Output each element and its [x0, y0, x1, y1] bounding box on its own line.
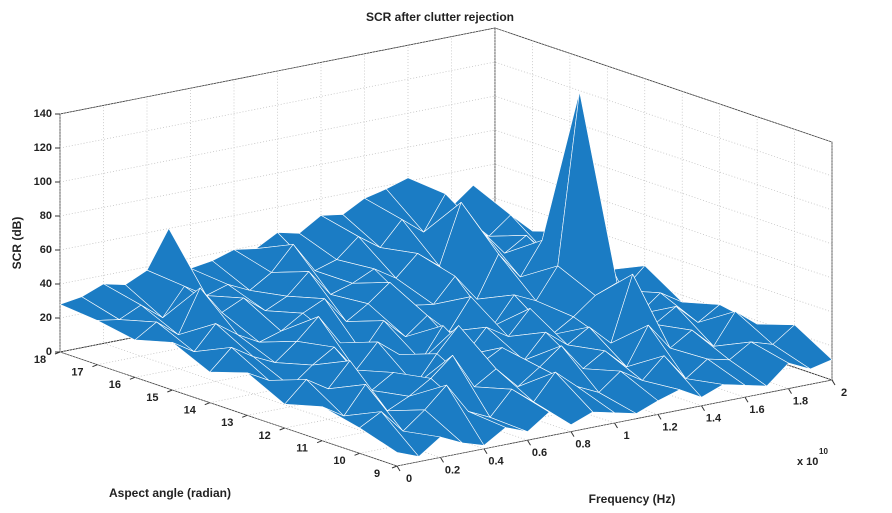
x-tick-mark	[396, 465, 401, 472]
surface-patch	[359, 411, 420, 457]
x-tick-label: 0.6	[532, 447, 547, 459]
surface	[59, 91, 833, 457]
x-tick-mark	[440, 457, 444, 463]
z-tick-label: 40	[40, 278, 52, 290]
y-tick-mark	[92, 364, 98, 368]
x-exponent-base: x 10	[797, 456, 818, 468]
x-tick-label: 0	[406, 473, 412, 485]
x-tick-mark	[527, 439, 531, 446]
x-axis-label: Frequency (Hz)	[589, 492, 676, 506]
y-tick-mark	[316, 440, 323, 444]
y-tick-label: 17	[71, 367, 83, 379]
z-grid-line	[59, 163, 833, 279]
y-axis-label: Aspect angle (radian)	[109, 486, 231, 500]
x-tick-mark	[657, 414, 662, 420]
y-tick-mark	[129, 376, 136, 380]
y-tick-label: 14	[184, 405, 197, 417]
z-tick-label: 0	[46, 346, 52, 358]
x-exponent-power: 10	[819, 447, 828, 456]
y-tick-label: 10	[333, 455, 345, 467]
x-tick-label: 0.8	[575, 439, 590, 451]
z-tick-label: 20	[40, 312, 52, 324]
x-tick-mark	[614, 422, 618, 429]
z-tick-label: 140	[34, 108, 52, 120]
x-tick-mark	[570, 431, 575, 437]
x-tick-mark	[788, 388, 792, 394]
x-tick-label: 1	[623, 430, 629, 442]
y-tick-label: 15	[146, 392, 158, 404]
z-tick-label: 80	[40, 210, 52, 222]
z-grid-line	[59, 129, 833, 245]
y-tick-label: 9	[374, 468, 380, 480]
ticks: 0 20 40 60 80 100 120 140 0 0.2 0.4 0.6 0.8 1 1.2 1.4 1.…	[34, 108, 847, 485]
z-grid-line	[59, 197, 833, 313]
z-tick-label: 100	[34, 176, 52, 188]
x-tick-label: 1.2	[662, 421, 677, 433]
z-tick-label: 60	[40, 244, 52, 256]
y-tick-label: 18	[34, 354, 46, 366]
z-grid-line	[59, 27, 833, 143]
x-tick-label: 1.8	[793, 396, 808, 408]
y-tick-mark	[391, 465, 398, 469]
z-grid-line	[59, 95, 833, 211]
y-tick-label: 16	[109, 379, 121, 391]
z-grid-line	[59, 61, 833, 177]
y-tick-mark	[167, 389, 173, 393]
x-tick-mark	[483, 448, 488, 455]
z-tick-label: 120	[34, 142, 52, 154]
y-grid-line	[396, 142, 833, 467]
x-tick-mark	[744, 396, 749, 403]
x-tick-label: 1.6	[749, 404, 764, 416]
x-tick-label: 0.4	[488, 456, 504, 468]
x-tick-label: 1.4	[706, 413, 722, 425]
x-tick-mark	[831, 379, 836, 386]
y-tick-mark	[54, 351, 61, 355]
y-tick-mark	[204, 402, 210, 406]
y-tick-mark	[354, 452, 360, 456]
y-tick-mark	[279, 427, 285, 431]
x-tick-mark	[701, 405, 705, 412]
y-tick-label: 12	[259, 430, 271, 442]
y-tick-label: 11	[296, 443, 308, 455]
x-tick-label: 0.2	[445, 464, 460, 476]
y-tick-label: 13	[221, 417, 233, 429]
chart-title: SCR after clutter rejection	[366, 10, 514, 24]
x-tick-label: 2	[841, 387, 847, 399]
y-tick-mark	[242, 414, 248, 418]
z-axis-label: SCR (dB)	[10, 217, 24, 270]
